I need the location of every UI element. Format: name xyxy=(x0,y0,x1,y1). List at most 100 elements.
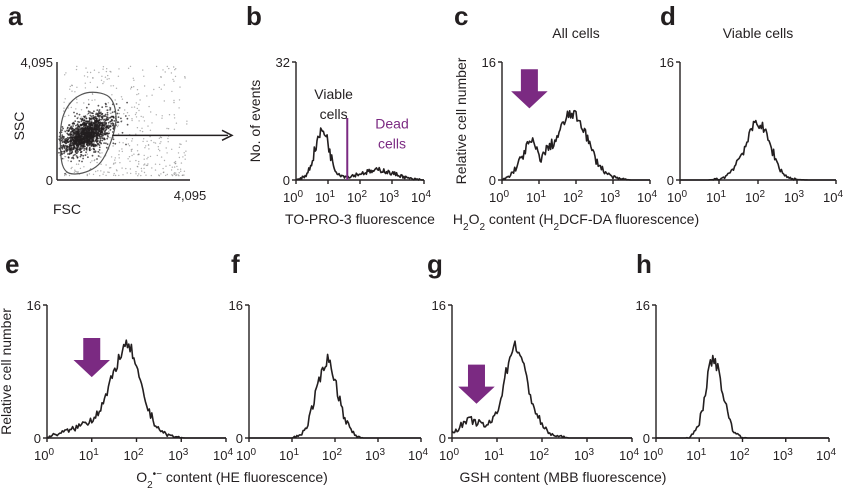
event-dot xyxy=(173,80,175,82)
event-dot xyxy=(104,119,107,122)
event-dot xyxy=(103,138,105,141)
event-dot xyxy=(175,122,178,124)
event-dot xyxy=(81,133,83,136)
event-dot xyxy=(75,124,77,127)
event-dot xyxy=(125,143,127,146)
event-dot xyxy=(75,163,78,165)
x-axis-label: H2O2 content (H2DCF-DA fluorescence) xyxy=(453,211,699,233)
event-dot xyxy=(64,172,66,175)
event-dot xyxy=(98,110,100,113)
event-dot xyxy=(126,123,129,126)
event-dot xyxy=(66,149,69,152)
event-dot xyxy=(74,120,77,122)
event-dot xyxy=(112,142,115,145)
event-dot xyxy=(121,131,124,134)
event-dot xyxy=(110,85,112,87)
event-dot xyxy=(178,146,181,148)
event-dot xyxy=(179,143,181,145)
event-dot xyxy=(159,163,161,166)
event-dot xyxy=(149,129,152,131)
event-dot xyxy=(83,137,85,139)
event-dot xyxy=(101,152,103,154)
event-dot xyxy=(111,94,113,96)
x-tick-label: 103 xyxy=(168,447,188,464)
event-dot xyxy=(71,157,73,159)
event-dot xyxy=(175,174,177,177)
event-dot xyxy=(67,147,69,150)
event-dot xyxy=(80,116,82,118)
event-dot xyxy=(84,87,87,89)
event-dot xyxy=(110,71,112,73)
event-dot xyxy=(61,135,64,138)
event-dot xyxy=(98,124,101,127)
event-dot xyxy=(96,127,98,130)
y-tick-label: 0 xyxy=(667,173,674,188)
event-dot xyxy=(112,138,115,141)
event-dot xyxy=(164,71,166,73)
x-tick-label: 102 xyxy=(123,447,143,464)
event-dot xyxy=(121,148,123,150)
event-dot xyxy=(73,122,76,125)
event-dot xyxy=(171,166,173,168)
event-dot xyxy=(104,76,107,78)
event-dot xyxy=(85,67,87,69)
event-dot xyxy=(86,153,89,155)
event-dot xyxy=(131,154,133,157)
event-dot xyxy=(160,156,163,158)
x-tick-label: 100 xyxy=(489,189,509,206)
event-dot xyxy=(171,90,173,93)
event-dot xyxy=(179,86,181,88)
event-dot xyxy=(84,141,86,143)
annotation-text: cells xyxy=(378,135,406,151)
event-dot xyxy=(146,95,148,97)
event-dot xyxy=(86,150,88,152)
event-dot xyxy=(104,123,107,126)
event-dot xyxy=(71,84,73,87)
event-dot xyxy=(92,134,95,137)
event-dot xyxy=(141,170,143,172)
event-dot xyxy=(63,130,66,132)
panel-a: a 0 4,095 4,095 FSC SSC xyxy=(8,1,234,217)
event-dot xyxy=(108,78,110,80)
event-dot xyxy=(89,123,91,126)
event-dot xyxy=(173,161,176,164)
event-dot xyxy=(121,98,124,100)
event-dot xyxy=(87,122,89,124)
event-dot xyxy=(160,141,162,143)
event-dot xyxy=(126,117,129,120)
event-dot xyxy=(90,124,93,127)
event-dot xyxy=(93,110,95,113)
event-dot xyxy=(130,172,132,175)
event-dot xyxy=(68,152,71,155)
event-dot xyxy=(83,147,86,150)
event-dot xyxy=(138,120,140,122)
event-dot xyxy=(90,122,93,125)
event-dot xyxy=(105,105,107,108)
event-dot xyxy=(79,117,82,120)
event-dot xyxy=(131,140,133,142)
event-dot xyxy=(135,112,138,114)
event-dot xyxy=(105,109,108,111)
event-dot xyxy=(94,127,96,130)
event-dot xyxy=(74,115,76,118)
event-dot xyxy=(142,140,144,143)
event-dot xyxy=(179,168,182,170)
event-dot xyxy=(86,174,89,177)
event-dot xyxy=(172,78,174,81)
event-dot xyxy=(103,171,105,173)
event-dot xyxy=(173,99,175,102)
x-tick-label: 101 xyxy=(315,189,335,206)
event-dot xyxy=(96,134,99,137)
event-dot xyxy=(155,114,157,116)
event-dot xyxy=(75,134,78,137)
event-dot xyxy=(136,127,139,129)
panel-letter: b xyxy=(246,1,262,31)
event-dot xyxy=(167,137,169,140)
event-dot xyxy=(73,141,75,143)
event-dot xyxy=(178,156,181,159)
event-dot xyxy=(96,139,99,142)
event-dot xyxy=(167,128,170,130)
event-dot xyxy=(147,125,149,127)
event-dot xyxy=(102,136,104,139)
event-dot xyxy=(99,115,102,117)
